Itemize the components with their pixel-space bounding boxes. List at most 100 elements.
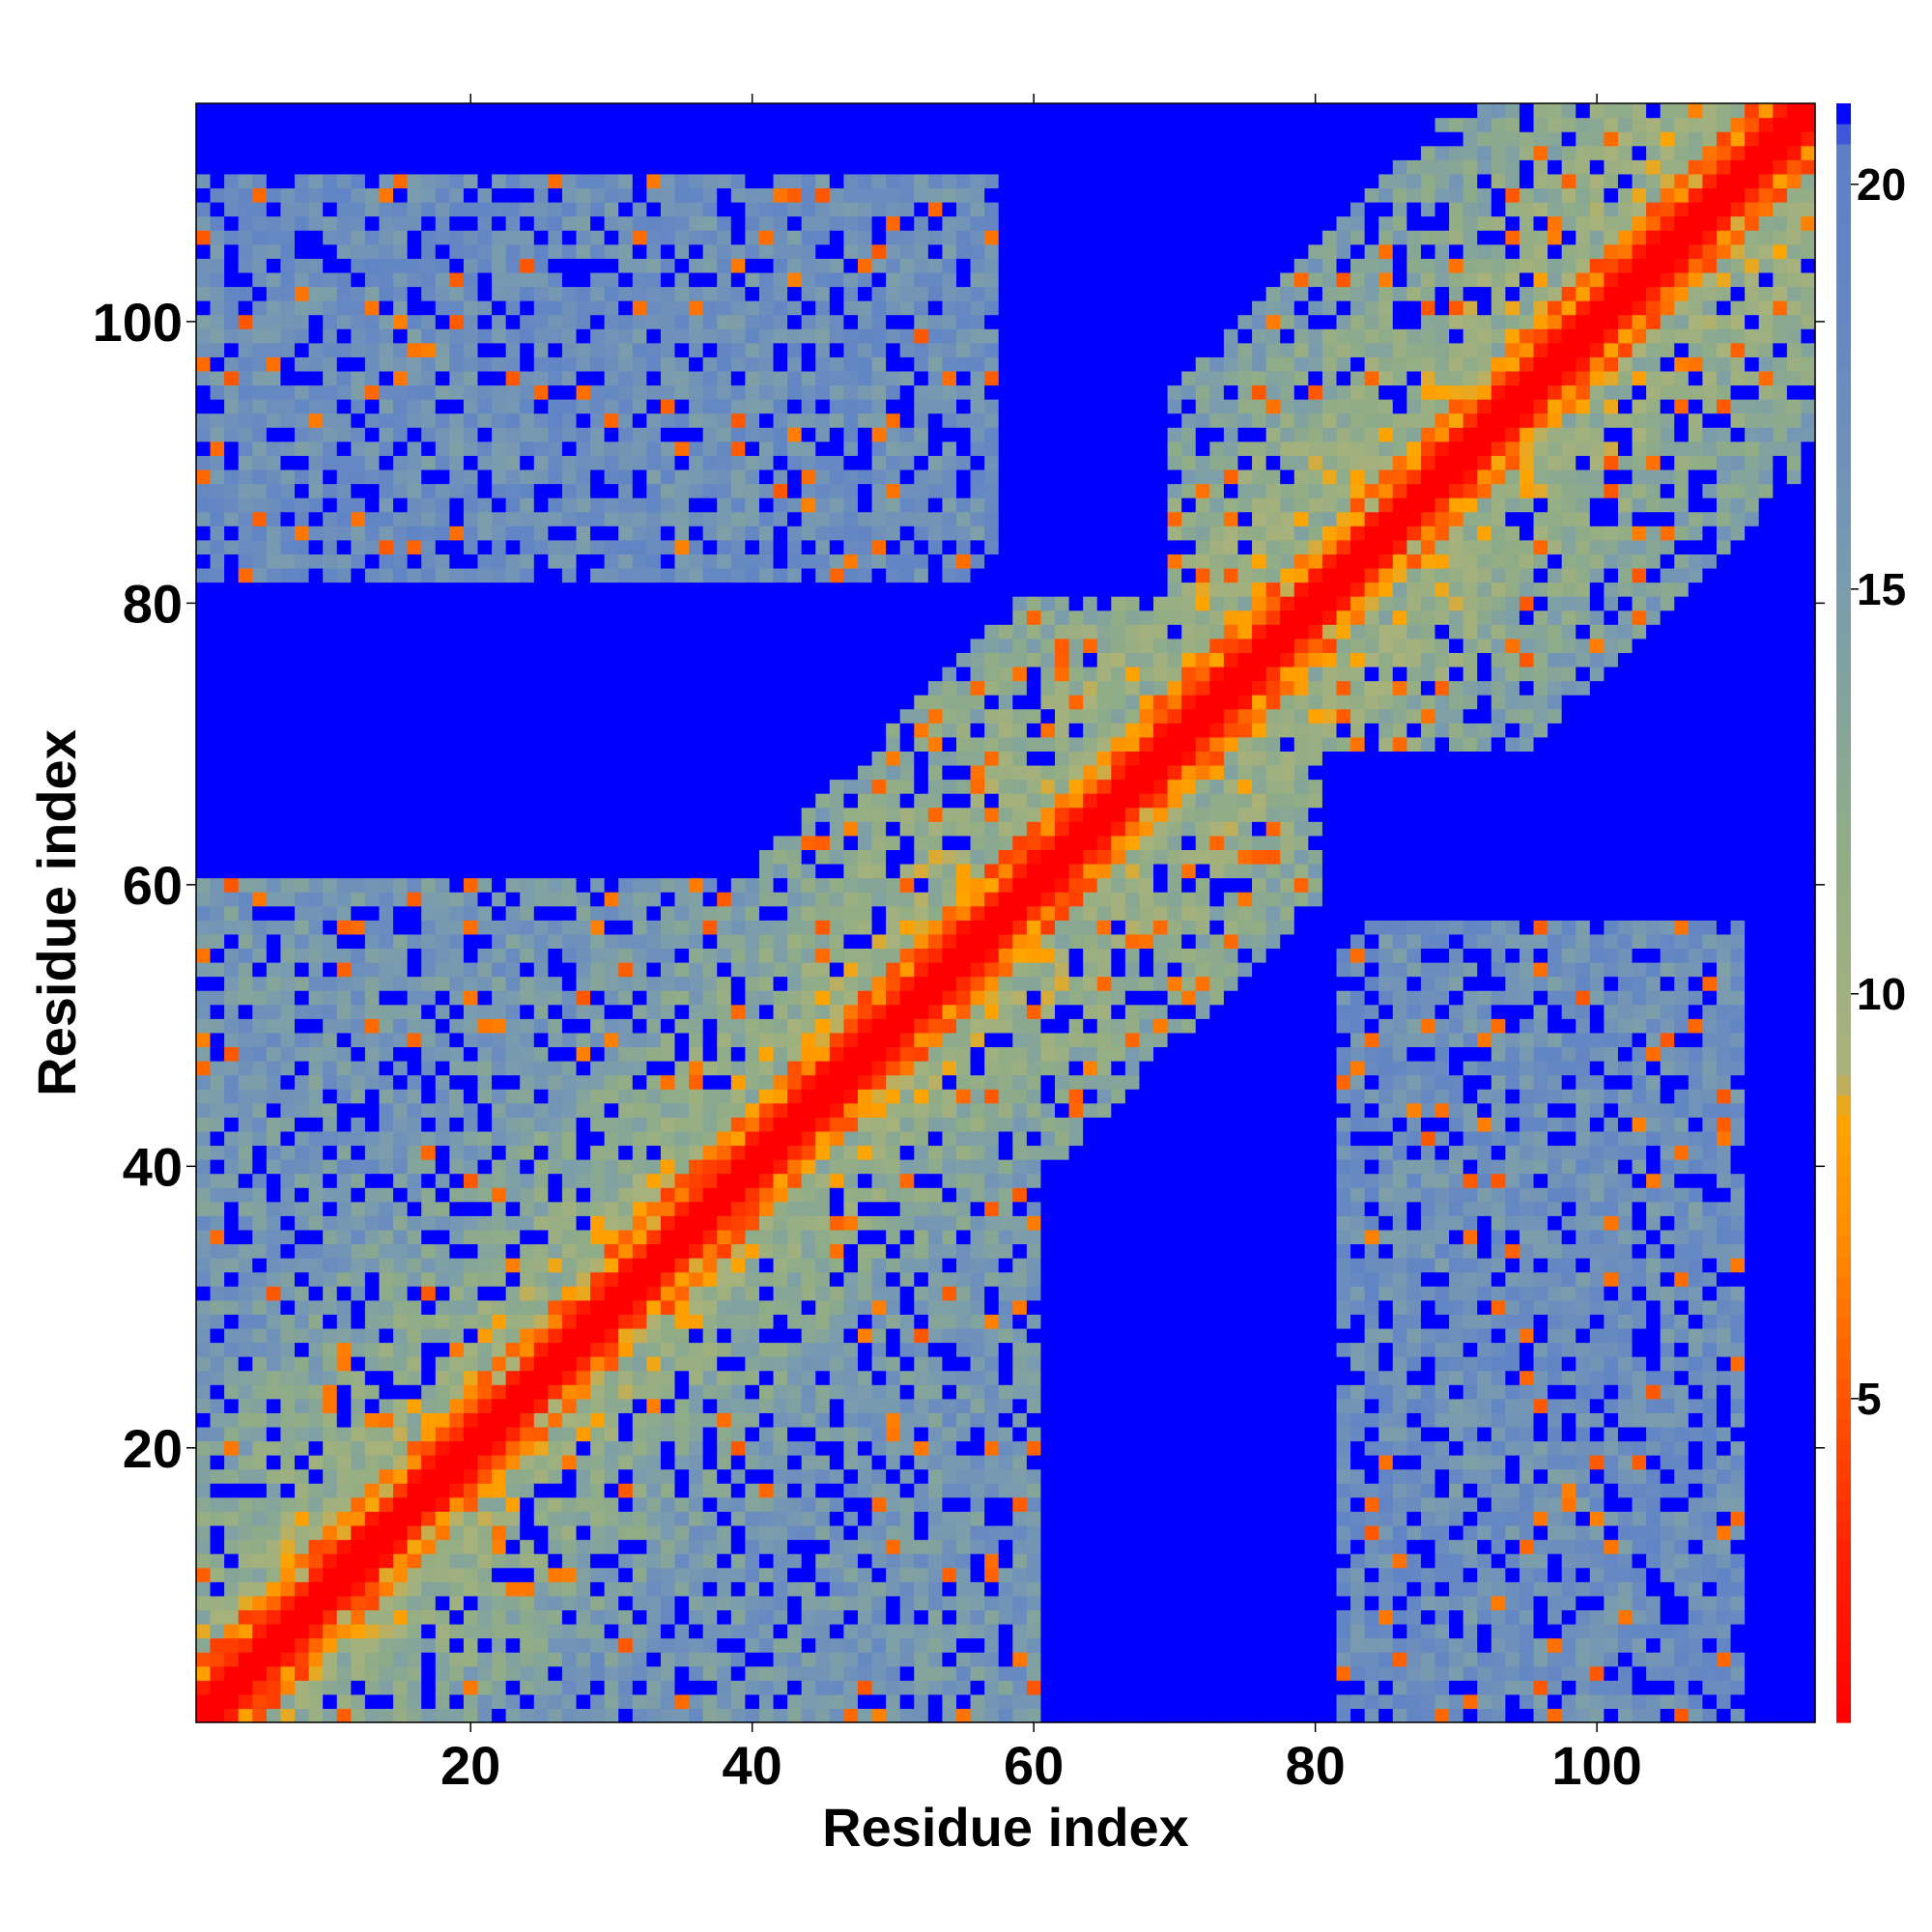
- heatmap-cell: [492, 1581, 507, 1597]
- heatmap-cell: [745, 610, 760, 625]
- heatmap-cell: [266, 1455, 282, 1470]
- heatmap-cell: [449, 1581, 465, 1597]
- heatmap-cell: [590, 497, 606, 513]
- heatmap-cell: [407, 1623, 422, 1639]
- heatmap-cell: [533, 1665, 549, 1681]
- heatmap-cell: [210, 300, 225, 316]
- heatmap-cell: [758, 849, 775, 865]
- heatmap-cell: [252, 202, 268, 217]
- heatmap-cell: [238, 173, 253, 189]
- heatmap-cell: [449, 202, 465, 217]
- heatmap-cell: [702, 920, 718, 935]
- heatmap-cell: [351, 1061, 366, 1076]
- heatmap-cell: [407, 1299, 422, 1315]
- heatmap-cell: [393, 863, 409, 879]
- heatmap-cell: [576, 539, 591, 554]
- heatmap-cell: [548, 1693, 563, 1710]
- heatmap-cell: [393, 427, 409, 442]
- heatmap-cell: [561, 215, 578, 231]
- heatmap-cell: [674, 1032, 690, 1048]
- heatmap-cell: [660, 680, 676, 696]
- heatmap-cell: [520, 526, 535, 541]
- heatmap-cell: [252, 117, 268, 132]
- heatmap-cell: [492, 230, 507, 245]
- heatmap-cell: [505, 962, 521, 978]
- heatmap-cell: [730, 1581, 746, 1597]
- heatmap-cell: [505, 807, 521, 822]
- heatmap-cell: [238, 399, 253, 414]
- heatmap-cell: [280, 1524, 296, 1541]
- heatmap-cell: [477, 243, 493, 259]
- heatmap-cell: [548, 1652, 563, 1667]
- heatmap-cell: [660, 1229, 676, 1245]
- heatmap-cell: [533, 751, 549, 766]
- heatmap-cell: [520, 680, 535, 696]
- heatmap-cell: [323, 243, 338, 259]
- heatmap-cell: [449, 1455, 465, 1470]
- heatmap-cell: [323, 1553, 338, 1569]
- heatmap-cell: [689, 1074, 704, 1090]
- heatmap-cell: [590, 1680, 606, 1695]
- heatmap-cell: [660, 1215, 676, 1231]
- heatmap-cell: [674, 215, 690, 231]
- heatmap-cell: [520, 1299, 535, 1315]
- heatmap-cell: [224, 596, 240, 611]
- heatmap-cell: [561, 103, 578, 119]
- heatmap-cell: [618, 1258, 634, 1273]
- heatmap-cell: [252, 1089, 268, 1104]
- heatmap-cell: [308, 342, 324, 357]
- heatmap-cell: [196, 1145, 212, 1160]
- heatmap-cell: [758, 962, 775, 978]
- heatmap-cell: [689, 554, 704, 569]
- heatmap-cell: [308, 764, 324, 781]
- heatmap-cell: [618, 1286, 634, 1301]
- heatmap-cell: [548, 821, 563, 837]
- heatmap-cell: [224, 976, 240, 991]
- heatmap-cell: [308, 1468, 324, 1484]
- heatmap-cell: [520, 779, 535, 794]
- heatmap-cell: [435, 793, 450, 809]
- heatmap-cell: [210, 1187, 225, 1203]
- heatmap-cell: [618, 1117, 634, 1132]
- heatmap-cell: [196, 412, 212, 428]
- heatmap-cell: [646, 1623, 662, 1639]
- heatmap-cell: [604, 638, 619, 653]
- heatmap-cell: [745, 905, 760, 921]
- heatmap-cell: [196, 863, 212, 879]
- heatmap-cell: [295, 399, 310, 414]
- heatmap-cell: [674, 863, 690, 879]
- heatmap-cell: [393, 892, 409, 907]
- heatmap-cell: [702, 1130, 718, 1147]
- heatmap-cell: [674, 412, 690, 428]
- heatmap-cell: [421, 1539, 437, 1554]
- heatmap-cell: [773, 1483, 788, 1498]
- heatmap-cell: [435, 1412, 450, 1428]
- heatmap-cell: [492, 427, 507, 442]
- heatmap-cell: [351, 1483, 366, 1498]
- heatmap-cell: [646, 1665, 662, 1681]
- heatmap-cell: [435, 1356, 450, 1372]
- heatmap-cell: [646, 1159, 662, 1175]
- heatmap-cell: [576, 976, 591, 991]
- heatmap-cell: [773, 271, 788, 288]
- heatmap-cell: [787, 962, 803, 978]
- heatmap-cell: [323, 271, 338, 288]
- heatmap-cell: [477, 1229, 493, 1245]
- heatmap-cell: [435, 539, 450, 554]
- heatmap-cell: [576, 807, 591, 822]
- heatmap-cell: [323, 1258, 338, 1273]
- heatmap-cell: [492, 1356, 507, 1372]
- heatmap-cell: [266, 567, 282, 583]
- heatmap-cell: [730, 187, 746, 203]
- heatmap-cell: [745, 1117, 760, 1132]
- heatmap-cell: [548, 314, 563, 329]
- heatmap-cell: [196, 680, 212, 696]
- heatmap-cell: [689, 1173, 704, 1188]
- heatmap-cell: [758, 1089, 775, 1104]
- heatmap-cell: [336, 328, 352, 344]
- heatmap-cell: [604, 1102, 619, 1118]
- heatmap-cell: [393, 300, 409, 316]
- heatmap-cell: [308, 1693, 324, 1710]
- heatmap-cell: [590, 1215, 606, 1231]
- heatmap-cell: [618, 427, 634, 442]
